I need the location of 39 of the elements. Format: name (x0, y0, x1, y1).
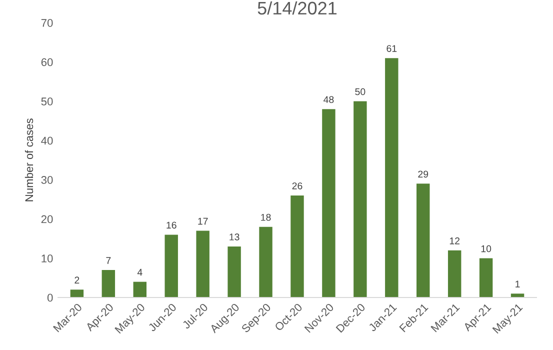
data-label: 48 (324, 96, 334, 104)
bar (479, 258, 493, 298)
chart-title: 5/14/2021 (258, 1, 337, 15)
y-tick-label: 30 (41, 176, 53, 184)
data-label: 26 (292, 182, 302, 190)
bar (416, 184, 430, 298)
bar (385, 58, 398, 298)
data-label: 61 (386, 45, 397, 52)
bar (448, 250, 462, 298)
data-label: 4 (137, 268, 142, 276)
y-tick-label: 20 (41, 215, 53, 224)
bar (196, 230, 210, 298)
data-label: 10 (481, 245, 492, 252)
bar (259, 226, 272, 298)
data-label: 12 (450, 237, 460, 244)
data-label: 1 (516, 280, 520, 288)
y-tick-label: 0 (47, 294, 53, 302)
bar (322, 109, 336, 298)
y-axis-title: Number of cases (24, 118, 34, 202)
y-tick-label: 60 (41, 58, 53, 66)
y-tick-label: 40 (41, 136, 53, 145)
bar (290, 195, 304, 298)
data-label: 18 (261, 214, 271, 221)
bar (70, 290, 84, 298)
bar (102, 270, 116, 298)
bar (164, 234, 178, 298)
data-label: 50 (355, 88, 366, 96)
data-label: 7 (106, 257, 111, 264)
bar (228, 246, 241, 298)
bar (133, 282, 146, 298)
y-tick-label: 10 (42, 254, 53, 262)
y-tick-label: 50 (41, 98, 53, 106)
data-label: 2 (74, 276, 80, 284)
data-label: 13 (230, 234, 240, 240)
data-label: 29 (418, 170, 428, 178)
data-label: 16 (166, 222, 176, 229)
data-label: 17 (198, 218, 208, 225)
bar (354, 101, 367, 298)
y-tick-label: 70 (41, 19, 53, 27)
